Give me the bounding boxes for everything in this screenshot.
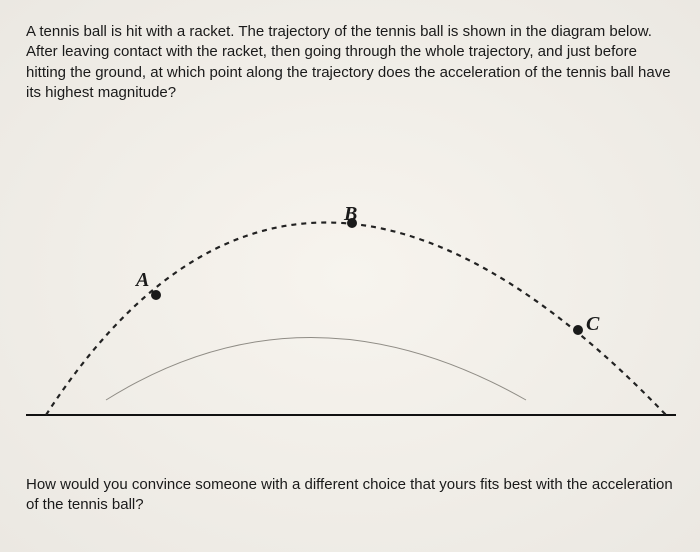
question-text: A tennis ball is hit with a racket. The … xyxy=(26,22,674,103)
point-c-label: C xyxy=(586,313,599,336)
point-a-label: A xyxy=(136,269,149,292)
page-container: A tennis ball is hit with a racket. The … xyxy=(0,0,700,552)
trajectory-diagram: A B C xyxy=(26,125,676,455)
point-c-dot xyxy=(573,325,583,335)
faint-inner-curve xyxy=(106,338,526,401)
trajectory-curve xyxy=(46,223,666,416)
followup-text: How would you convince someone with a di… xyxy=(26,475,674,516)
diagram-svg xyxy=(26,125,676,455)
point-a-dot xyxy=(151,290,161,300)
point-b-label: B xyxy=(344,203,357,226)
